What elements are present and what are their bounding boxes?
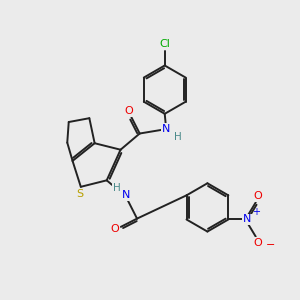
Text: O: O — [254, 238, 262, 248]
Text: −: − — [266, 240, 276, 250]
Text: H: H — [173, 132, 181, 142]
Text: N: N — [162, 124, 170, 134]
Text: +: + — [252, 207, 260, 217]
Text: O: O — [254, 191, 262, 201]
Text: Cl: Cl — [159, 39, 170, 49]
Text: N: N — [243, 214, 251, 224]
Text: S: S — [76, 190, 83, 200]
Text: H: H — [112, 183, 120, 193]
Text: O: O — [110, 224, 119, 234]
Text: O: O — [125, 106, 134, 116]
Text: N: N — [122, 190, 130, 200]
